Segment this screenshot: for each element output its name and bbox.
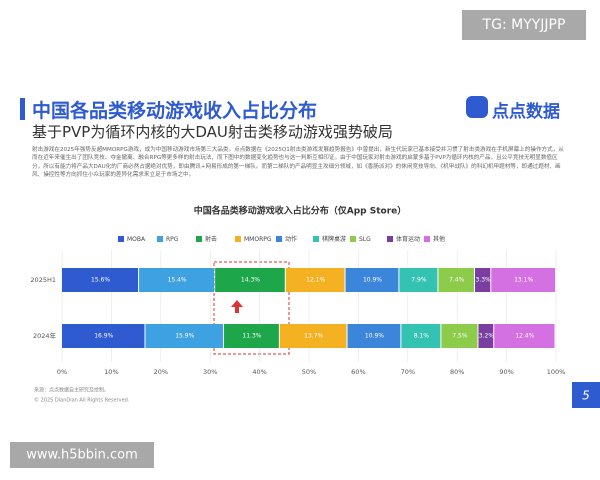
x-tick-label: 70% — [401, 368, 415, 376]
bar-segment — [399, 268, 438, 292]
value-label: 13.7% — [304, 333, 323, 340]
value-label: 15.9% — [175, 333, 194, 340]
bar-segment — [224, 324, 279, 348]
bar-segment — [279, 324, 347, 348]
highlight-box — [213, 261, 290, 355]
legend-label: 其他 — [433, 235, 445, 243]
y-tick-label: 2025H1 — [30, 276, 56, 284]
bar-segment — [145, 324, 224, 348]
legend-swatch — [235, 236, 241, 242]
legend-swatch — [387, 236, 393, 242]
value-label: 13.1% — [514, 277, 533, 284]
bar-segment — [62, 268, 139, 292]
x-tick-label: 20% — [154, 368, 168, 376]
subtitle: 基于PVP为循环内核的大DAU射击类移动游戏强势破局 — [32, 123, 393, 141]
logo-text: 点点数据 — [492, 102, 560, 122]
bar-segment — [438, 268, 474, 292]
body-text: 射击游戏在2025年强势反超MMORPG游戏，成为中国移动游戏市场第三大品类。点… — [32, 147, 564, 179]
page-number: 5 — [582, 389, 590, 403]
page-badge — [572, 382, 600, 408]
legend-label: MMORPG — [244, 236, 272, 243]
bar-segment — [139, 268, 215, 292]
site-overlay — [10, 442, 154, 468]
bar-segment — [494, 324, 555, 348]
title-accent — [20, 98, 25, 120]
x-tick-label: 100% — [547, 368, 566, 376]
x-tick-label: 90% — [499, 368, 513, 376]
value-label: 3.3% — [476, 277, 492, 284]
legend-swatch — [118, 236, 124, 242]
logo-icon — [466, 96, 488, 118]
up-arrow — [231, 300, 243, 313]
value-label: 12.4% — [515, 333, 534, 340]
value-label: 7.5% — [452, 333, 468, 340]
legend-label: 体育运动 — [396, 235, 420, 243]
legend-label: 动作 — [285, 235, 297, 243]
bar-segment — [345, 268, 399, 292]
legend-swatch — [157, 236, 163, 242]
value-label: 8.1% — [414, 333, 430, 340]
value-label: 12.1% — [306, 277, 325, 284]
value-label: 16.9% — [94, 333, 113, 340]
title: 中国各品类移动游戏收入占比分布 — [32, 100, 318, 122]
copyright: © 2025 DianDian All Rights Reserved. — [34, 397, 130, 404]
legend-swatch — [196, 236, 202, 242]
legend-swatch — [350, 236, 356, 242]
y-tick-label: 2024年 — [33, 331, 57, 340]
value-label: 10.9% — [363, 277, 382, 284]
bar-segment — [478, 324, 494, 348]
tag-overlay: TG: MYYJJPP — [462, 10, 586, 40]
legend-swatch — [424, 236, 430, 242]
legend-label: MOBA — [127, 236, 146, 243]
x-tick-label: 0% — [57, 368, 67, 376]
legend-label: 棋牌桌游 — [322, 235, 346, 243]
site-text: www.h5bbin.com — [26, 448, 138, 463]
legend-label: 射击 — [205, 235, 217, 243]
chart-title: 中国各品类移动游戏收入占比分布（仅App Store） — [194, 205, 407, 217]
value-label: 7.9% — [411, 277, 427, 284]
bar-segment — [474, 268, 491, 292]
bar-segment — [62, 324, 145, 348]
value-label: 11.3% — [242, 333, 261, 340]
legend-swatch — [276, 236, 282, 242]
x-tick-label: 40% — [252, 368, 266, 376]
x-tick-label: 30% — [203, 368, 217, 376]
value-label: 15.6% — [91, 277, 110, 284]
x-tick-label: 50% — [302, 368, 316, 376]
x-tick-label: 10% — [104, 368, 118, 376]
value-label: 10.9% — [365, 333, 384, 340]
source: 来源：点点数据自主研究及绘制。 — [34, 387, 109, 394]
bar-segment — [285, 268, 345, 292]
bar-segment — [347, 324, 401, 348]
value-label: 3.2% — [479, 333, 495, 340]
legend-label: RPG — [166, 236, 179, 243]
value-label: 15.4% — [168, 277, 187, 284]
bar-segment — [401, 324, 441, 348]
bar-segment — [491, 268, 555, 292]
value-label: 14.3% — [241, 277, 260, 284]
value-label: 7.4% — [449, 277, 465, 284]
bar-segment — [441, 324, 478, 348]
x-tick-label: 80% — [450, 368, 464, 376]
legend-label: SLG — [359, 236, 371, 243]
bar-segment — [215, 268, 285, 292]
x-tick-label: 60% — [351, 368, 365, 376]
legend-swatch — [313, 236, 319, 242]
